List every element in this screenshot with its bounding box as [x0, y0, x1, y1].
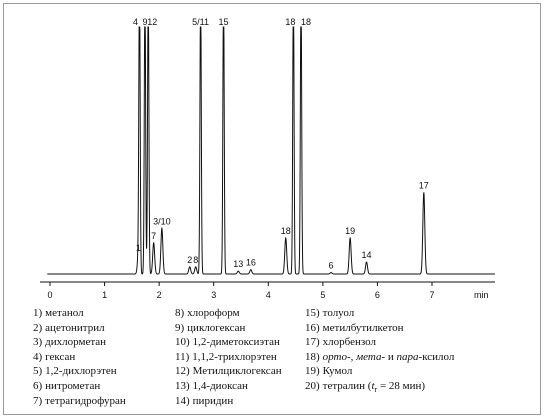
peak-label-2: 2 — [187, 255, 192, 265]
peak-label-13: 13 — [233, 259, 243, 269]
legend-item-15: 15) толуол — [305, 307, 355, 319]
legend-item-14: 14) пиридин — [175, 394, 234, 407]
peak-label-5-11: 5/11 — [192, 17, 209, 27]
legend-item-9: 9) циклогексан — [175, 321, 246, 334]
legend-item-4: 4) гексан — [33, 350, 76, 363]
peak-label-8: 8 — [193, 255, 198, 265]
peak-label-14: 14 — [362, 250, 372, 260]
peak-label-18: 18 — [301, 17, 311, 27]
x-tick-label: 0 — [47, 290, 52, 300]
chromatogram-trace — [47, 26, 495, 275]
legend-item-2: 2) ацетонитрил — [33, 321, 105, 334]
x-axis: 0 1 2 3 4 5 6 7 min — [40, 281, 495, 300]
peak-label-1: 1 — [136, 243, 141, 253]
x-tick-label: 2 — [157, 290, 162, 300]
legend-item-8: 8) хлороформ — [175, 307, 240, 319]
x-tick-label: 4 — [266, 290, 271, 300]
legend-column-2: 8) хлороформ 9) циклогексан 10) 1,2-диметокси… — [175, 306, 282, 408]
peak-label-9: 9 — [142, 17, 147, 27]
peak-label-16: 16 — [246, 258, 256, 268]
legend-item-3: 3) дихлорметан — [33, 336, 107, 349]
legend-item-10: 10) 1,2-диметоксиэтан — [175, 336, 280, 349]
peak-label-17: 17 — [419, 180, 429, 190]
peak-label-18: 18 — [285, 17, 295, 27]
peak-label-7: 7 — [151, 231, 156, 241]
legend-item-1: 1) метанол — [33, 307, 84, 319]
peak-label-15: 15 — [219, 17, 229, 27]
x-tick-label: 3 — [211, 290, 216, 300]
x-axis-unit: min — [474, 290, 489, 300]
legend-item-17: 17) хлорбензол — [305, 336, 377, 349]
figure-frame — [3, 3, 541, 415]
peak-label-6: 6 — [329, 261, 334, 271]
legend-item-11: 11) 1,1,2-трихлорэтен — [175, 350, 277, 363]
peak-label-12: 12 — [147, 17, 157, 27]
peak-label-19: 19 — [345, 226, 355, 236]
legend-item-16: 16) метилбутилкетон — [305, 321, 404, 334]
peak-label-3-10: 3/10 — [153, 216, 171, 226]
x-tick-label: 7 — [429, 290, 434, 300]
legend-item-19: 19) Кумол — [305, 365, 353, 378]
peak-label-4: 4 — [133, 17, 138, 27]
legend-item-7: 7) тетрагидрофуран — [33, 394, 126, 407]
legend-item-5: 5) 1,2-дихлорэтен — [33, 365, 117, 378]
x-tick-label: 5 — [320, 290, 325, 300]
legend-column-3: 15) толуол 16) метилбутилкетон 17) хлорбензол… — [305, 306, 454, 394]
x-tick-label: 1 — [102, 290, 107, 300]
legend-item-13: 13) 1,4-диоксан — [175, 379, 248, 392]
x-tick-label: 6 — [375, 290, 380, 300]
legend-item-18: 18) орто-, мета- и пара-ксилол — [305, 350, 455, 363]
legend-item-6: 6) нитрометан — [33, 379, 101, 392]
peak-label-18: 18 — [281, 226, 291, 236]
legend-column-1: 1) метанол 2) ацетонитрил 3) дихлорметан 4) гек… — [33, 306, 126, 408]
legend-item-12: 12) Метилциклогексан — [175, 365, 282, 378]
legend-item-20: 20) тетралин (tr = 28 мин) — [305, 379, 426, 395]
